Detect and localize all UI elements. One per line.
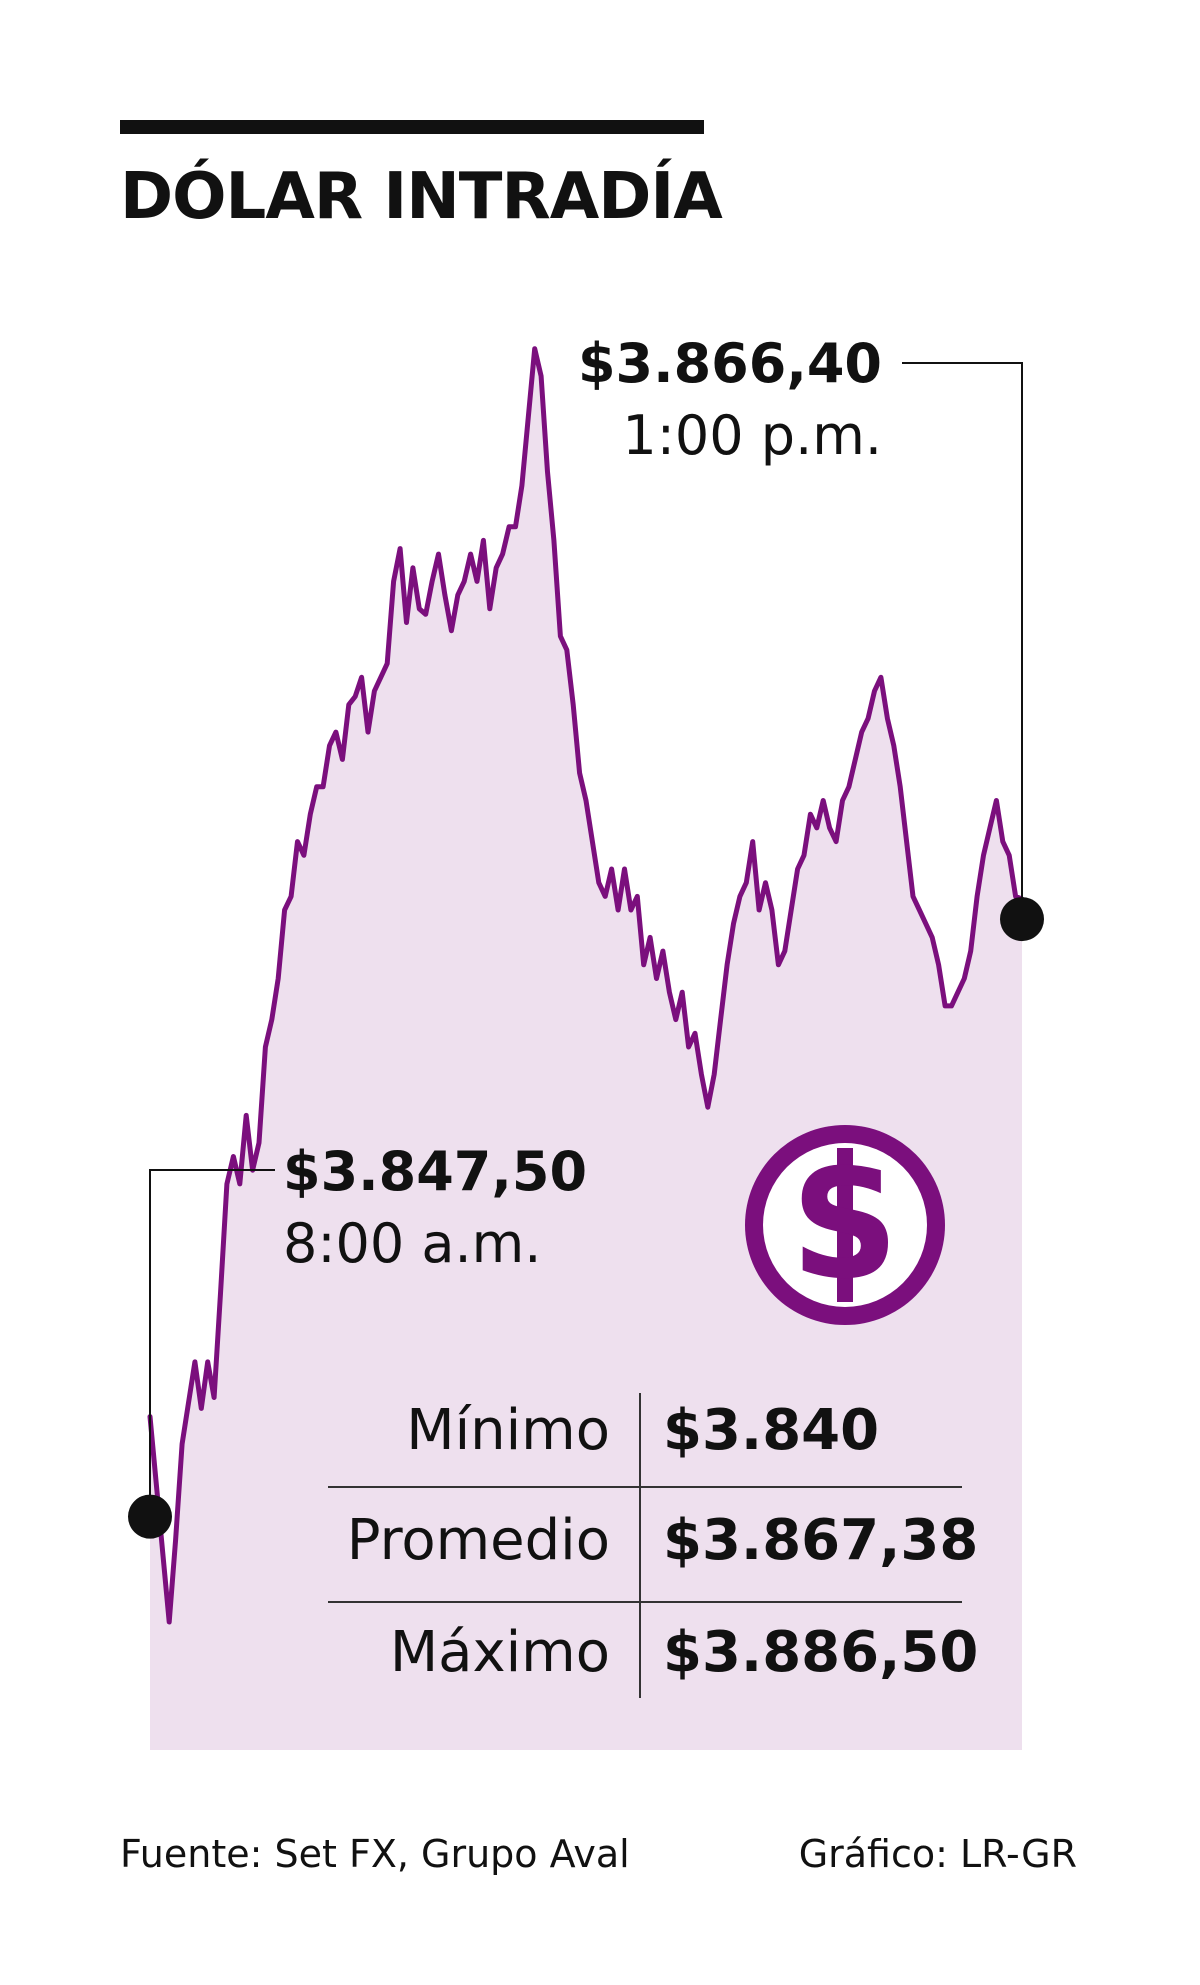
price-area [150,348,1022,1751]
stat-avg-value: $3.867,38 [663,1508,979,1573]
credit-note: Gráfico: LR-GR [798,1832,1077,1876]
stat-min-value: $3.840 [663,1398,880,1463]
start-time-label: 8:00 a.m. [283,1212,542,1275]
start-point-marker [128,1494,172,1539]
start-leader-line [149,1169,275,1517]
stat-max-value: $3.886,50 [663,1620,979,1685]
svg-text:S: S [791,1138,899,1312]
end-leader-line [902,362,1023,920]
stat-avg-label: Promedio [346,1508,610,1573]
stats-table-rules [328,1393,962,1698]
start-price-label: $3.847,50 [283,1140,588,1203]
price-line [147,346,1025,1625]
stat-min-label: Mínimo [406,1398,610,1463]
source-note: Fuente: Set FX, Grupo Aval [120,1832,630,1876]
title-bar [120,120,704,134]
end-price-label: $3.866,40 [577,332,882,395]
stat-max-label: Máximo [389,1620,610,1685]
dollar-coin-icon: S [745,1125,945,1325]
end-point-marker [1000,897,1044,942]
chart-title: DÓLAR INTRADÍA [120,160,723,234]
end-time-label: 1:00 p.m. [622,404,882,467]
